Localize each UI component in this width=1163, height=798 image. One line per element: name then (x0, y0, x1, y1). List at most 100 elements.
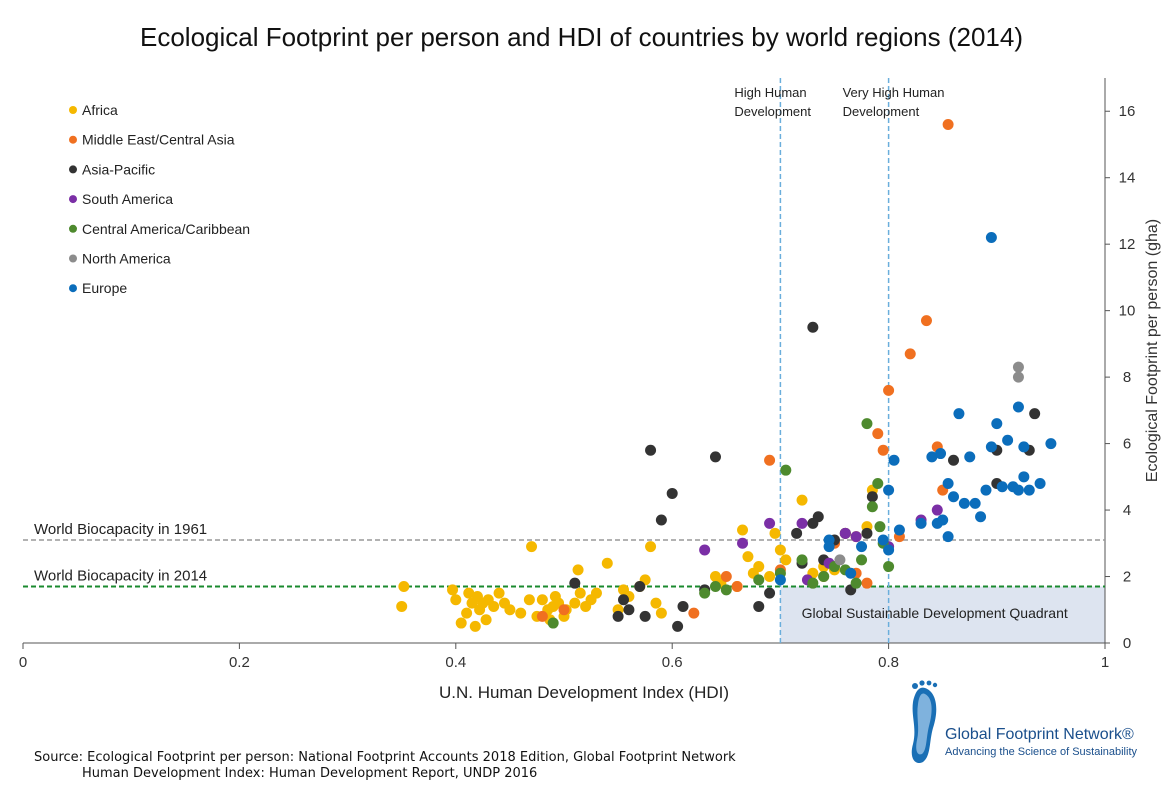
legend-label: Africa (82, 102, 118, 118)
data-point (926, 451, 938, 463)
data-point (1012, 361, 1024, 373)
data-point (461, 607, 473, 619)
data-point (720, 584, 732, 596)
data-point (569, 577, 581, 589)
x-tick-label: 1 (1101, 654, 1109, 671)
data-point (845, 567, 857, 579)
footprint-logo-icon (911, 680, 938, 764)
data-point (948, 454, 960, 466)
y-tick-label: 14 (1119, 170, 1136, 187)
data-point (937, 514, 949, 526)
data-point (920, 315, 932, 327)
data-point (980, 484, 992, 496)
data-point (774, 574, 786, 586)
data-point (807, 321, 819, 333)
threshold-label: Development (734, 104, 811, 119)
data-point (493, 587, 505, 599)
data-point (764, 517, 776, 529)
data-point (893, 524, 905, 536)
data-point (883, 544, 895, 556)
data-point (877, 444, 889, 456)
data-point (780, 464, 792, 476)
legend-marker (69, 195, 77, 204)
data-point (764, 587, 776, 599)
x-tick-label: 0 (19, 654, 27, 671)
data-point (731, 581, 743, 592)
data-point (677, 600, 689, 612)
data-point (645, 444, 657, 456)
data-point (590, 587, 602, 599)
legend-marker (69, 165, 77, 174)
data-point (623, 604, 635, 616)
data-point (1023, 484, 1035, 496)
y-tick-label: 8 (1123, 369, 1131, 386)
data-point (850, 531, 862, 543)
threshold-label: Very High Human (843, 85, 945, 100)
data-point (904, 348, 916, 360)
logo-name: Global Footprint Network® (945, 726, 1134, 743)
y-tick-label: 10 (1119, 303, 1136, 320)
data-point (791, 527, 803, 539)
y-tick-label: 4 (1123, 502, 1131, 519)
data-point (856, 541, 868, 553)
data-point (737, 537, 749, 549)
chart-title: Ecological Footprint per person and HDI … (139, 22, 1023, 52)
data-point (645, 541, 657, 553)
data-point (688, 607, 700, 619)
data-point (1034, 477, 1046, 489)
data-point (774, 544, 786, 556)
x-tick-label: 0.4 (445, 654, 466, 671)
data-point (861, 577, 873, 589)
legend-label: Central America/Caribbean (82, 221, 250, 237)
data-point (1045, 438, 1057, 450)
points-layer (396, 119, 1057, 632)
sustainable-quadrant (780, 586, 1105, 643)
data-point (942, 531, 954, 543)
data-point (796, 517, 808, 529)
y-tick-label: 12 (1119, 236, 1136, 253)
data-point (958, 497, 970, 509)
y-tick-label: 0 (1123, 635, 1131, 652)
data-point (1029, 408, 1041, 420)
x-axis-title: U.N. Human Development Index (HDI) (439, 683, 729, 702)
x-tick-label: 0.6 (662, 654, 683, 671)
threshold-label: Development (843, 104, 920, 119)
data-point (515, 607, 527, 619)
y-tick-label: 16 (1119, 103, 1136, 120)
data-point (888, 454, 900, 466)
x-tick-label: 0.2 (229, 654, 250, 671)
data-point (618, 594, 630, 606)
x-tick-label: 0.8 (878, 654, 899, 671)
data-point (764, 454, 776, 466)
data-point (969, 497, 981, 509)
data-point (536, 594, 548, 606)
quadrant-layer (780, 586, 1105, 643)
data-point (634, 581, 646, 592)
logo-tagline: Advancing the Science of Sustainability (945, 746, 1138, 758)
data-point (547, 617, 559, 629)
legend-label: Asia-Pacific (82, 161, 155, 177)
legend-label: South America (82, 191, 173, 207)
data-point (942, 119, 954, 131)
data-point (861, 527, 873, 539)
data-point (720, 571, 732, 583)
threshold-label: High Human (734, 85, 806, 100)
data-point (812, 511, 824, 523)
data-point (874, 521, 886, 533)
data-point (964, 451, 976, 463)
data-point (737, 524, 749, 536)
labels-layer: Global Sustainable Development Quadrant W… (34, 85, 1068, 621)
legend-marker (69, 254, 77, 263)
data-point (699, 544, 711, 556)
y-tick-label: 2 (1123, 569, 1131, 586)
y-tick-label: 6 (1123, 436, 1131, 453)
data-point (699, 587, 711, 599)
quadrant-label: Global Sustainable Development Quadrant (802, 605, 1068, 621)
y-axis-title: Ecological Footprint per person (gha) (1144, 219, 1161, 482)
data-point (1018, 471, 1030, 483)
data-point (753, 561, 765, 573)
data-point (447, 584, 459, 596)
data-point (1012, 371, 1024, 383)
